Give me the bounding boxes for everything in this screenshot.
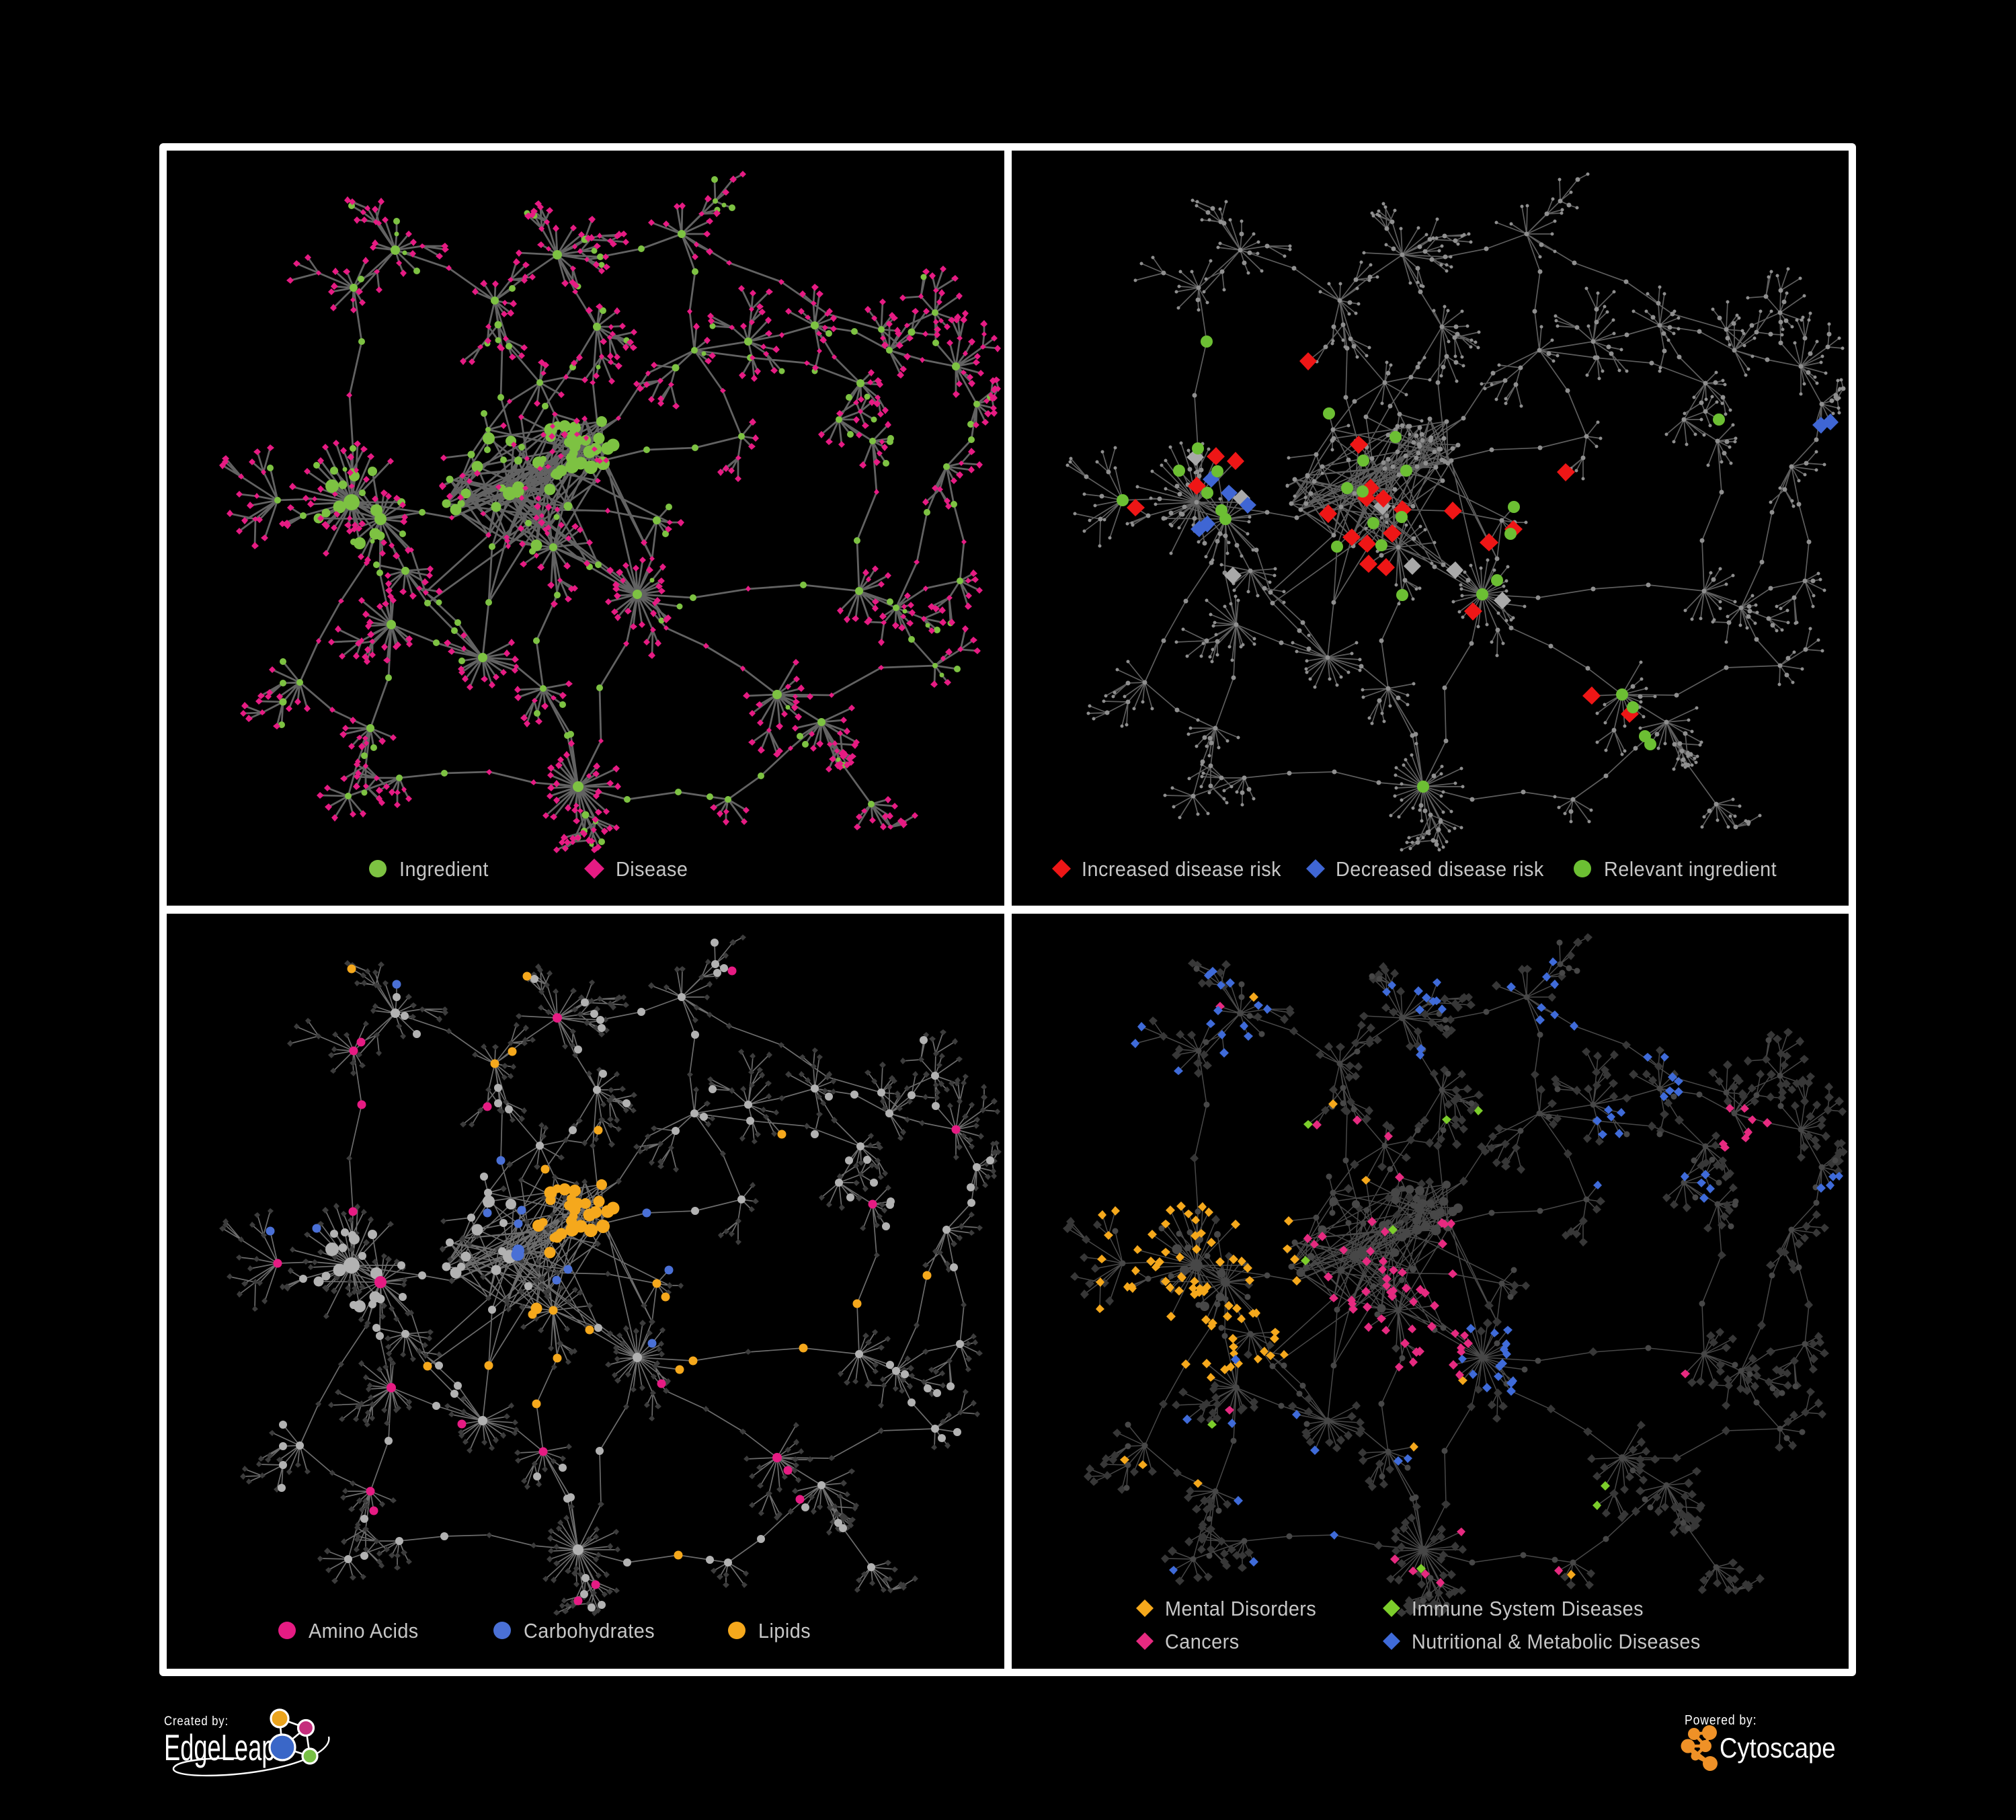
svg-text:Increased disease risk: Increased disease risk <box>1082 858 1281 881</box>
svg-text:Nutritional & Metabolic Diseas: Nutritional & Metabolic Diseases <box>1412 1630 1701 1653</box>
svg-text:Disease: Disease <box>616 858 688 881</box>
svg-text:Mental Disorders: Mental Disorders <box>1165 1597 1316 1620</box>
svg-text:Powered by:: Powered by: <box>1685 1712 1757 1727</box>
svg-text:Created by:: Created by: <box>164 1714 229 1728</box>
svg-text:Amino Acids: Amino Acids <box>309 1620 419 1643</box>
svg-text:Cancers: Cancers <box>1165 1630 1240 1653</box>
svg-text:Decreased disease risk: Decreased disease risk <box>1336 858 1544 881</box>
svg-text:Immune System Diseases: Immune System Diseases <box>1412 1597 1644 1620</box>
svg-text:Carbohydrates: Carbohydrates <box>524 1620 655 1643</box>
svg-text:Cytoscape: Cytoscape <box>1720 1733 1836 1764</box>
svg-text:Lipids: Lipids <box>758 1620 811 1643</box>
svg-text:Relevant ingredient: Relevant ingredient <box>1604 858 1777 881</box>
svg-text:Ingredient: Ingredient <box>399 858 489 881</box>
svg-text:EdgeLeap: EdgeLeap <box>164 1727 275 1768</box>
